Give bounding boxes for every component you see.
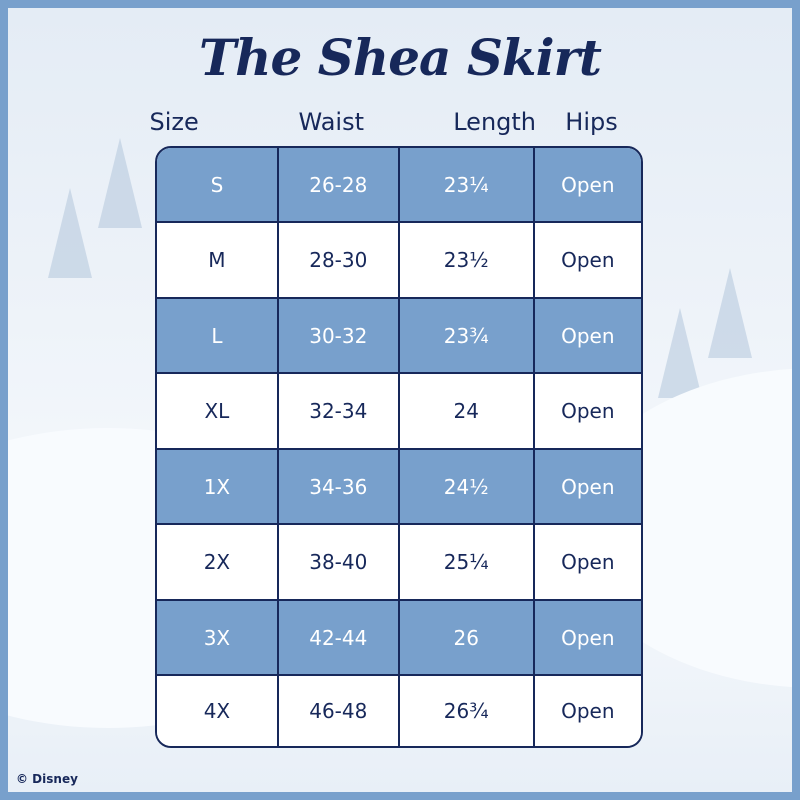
cell-size: 3X [157, 600, 279, 677]
cell-waist: 32-34 [278, 374, 400, 450]
cell-waist: 38-40 [278, 525, 400, 601]
tree-illustration [98, 138, 142, 228]
cell-waist: 26-28 [278, 148, 400, 224]
cell-length: 26¾ [399, 676, 535, 746]
table-row: M 28-30 23½ Open [157, 223, 641, 299]
cell-length: 24½ [399, 449, 535, 526]
page-title: The Shea Skirt [198, 28, 602, 87]
cell-hips: Open [534, 374, 641, 450]
cell-hips: Open [534, 525, 641, 601]
cell-length: 23¼ [399, 148, 535, 224]
cell-hips: Open [534, 223, 641, 299]
cell-length: 25¼ [399, 525, 535, 601]
tree-illustration [48, 188, 92, 278]
cell-size: M [157, 223, 279, 299]
tree-illustration [708, 268, 752, 358]
copyright: © Disney [16, 772, 78, 786]
cell-size: 4X [157, 676, 279, 746]
cell-waist: 28-30 [278, 223, 400, 299]
header-waist: Waist [298, 108, 365, 136]
cell-size: 1X [157, 449, 279, 526]
table-row: S 26-28 23¼ Open [157, 148, 641, 224]
table-row: 2X 38-40 25¼ Open [157, 525, 641, 601]
header-size: Size [149, 108, 199, 136]
cell-size: XL [157, 374, 279, 450]
table-row: L 30-32 23¾ Open [157, 298, 641, 375]
cell-waist: 46-48 [278, 676, 400, 746]
table-row: 4X 46-48 26¾ Open [157, 676, 641, 746]
cell-length: 23½ [399, 223, 535, 299]
cell-length: 26 [399, 600, 535, 677]
cell-hips: Open [534, 298, 641, 375]
table-row: 3X 42-44 26 Open [157, 600, 641, 677]
cell-hips: Open [534, 600, 641, 677]
table-row: XL 32-34 24 Open [157, 374, 641, 450]
table-row: 1X 34-36 24½ Open [157, 449, 641, 526]
tree-illustration [658, 308, 702, 398]
cell-length: 23¾ [399, 298, 535, 375]
cell-size: S [157, 148, 279, 224]
cell-length: 24 [399, 374, 535, 450]
size-chart-table: S 26-28 23¼ Open M 28-30 23½ Open L 30-32 23¾ Open X… [155, 146, 643, 748]
cell-hips: Open [534, 148, 641, 224]
cell-waist: 34-36 [278, 449, 400, 526]
header-length: Length [453, 108, 537, 136]
cell-size: 2X [157, 525, 279, 601]
cell-waist: 30-32 [278, 298, 400, 375]
cell-hips: Open [534, 449, 641, 526]
cell-hips: Open [534, 676, 641, 746]
cell-size: L [157, 298, 279, 375]
cell-waist: 42-44 [278, 600, 400, 677]
header-hips: Hips [565, 108, 618, 136]
column-headers: Size Waist Length Hips [150, 108, 643, 136]
